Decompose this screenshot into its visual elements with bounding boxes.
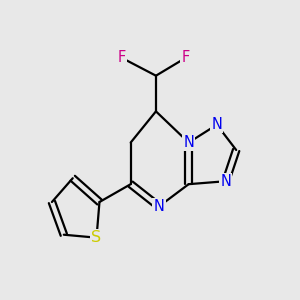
Text: N: N	[183, 135, 194, 150]
Text: F: F	[118, 50, 126, 65]
Text: S: S	[92, 230, 102, 245]
Text: N: N	[212, 117, 222, 132]
Text: F: F	[182, 50, 190, 65]
Text: N: N	[220, 174, 231, 189]
Text: N: N	[154, 199, 164, 214]
